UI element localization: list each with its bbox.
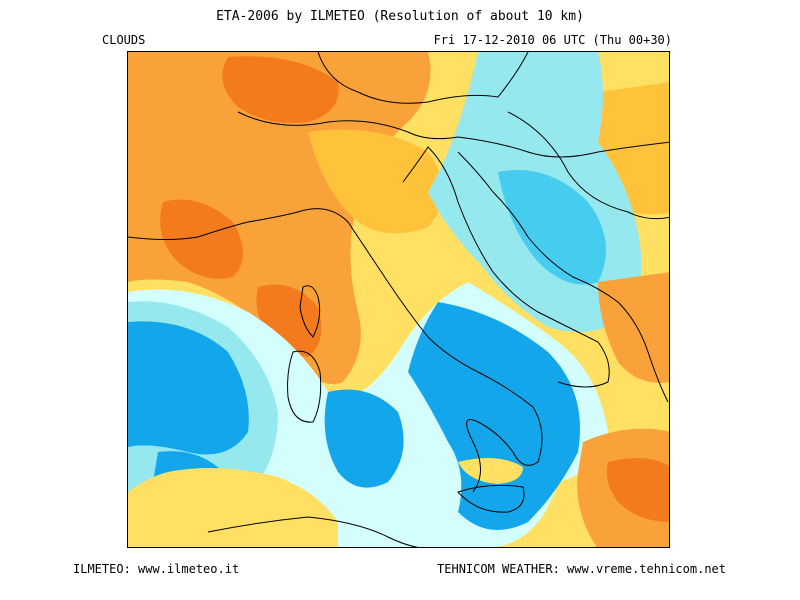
coast-corsica — [299, 285, 321, 338]
field-blue-tyrrhenian — [324, 389, 404, 488]
border-north — [317, 52, 529, 104]
coast-balkans — [457, 151, 669, 403]
field-blue-adriatic — [498, 170, 606, 285]
coast-france-italy — [128, 208, 543, 493]
field-deep-orange-north — [222, 56, 339, 123]
footer-ilmeteo: ILMETEO: www.ilmeteo.it — [73, 562, 240, 576]
coast-sicily — [457, 484, 525, 513]
layer-label: CLOUDS — [102, 33, 146, 47]
field-gold-alps — [308, 129, 443, 234]
field-yellow-sicily — [458, 458, 523, 484]
coast-sardinia — [287, 350, 322, 423]
coast-adriatic-west — [402, 146, 610, 388]
field-blue-west — [128, 321, 249, 455]
map-title: ETA-2006 by ILMETEO (Resolution of about… — [216, 9, 584, 24]
field-deep-orange-west — [160, 199, 243, 279]
valid-time: Fri 17-12-2010 06 UTC (Thu 00+30) — [433, 33, 672, 47]
coast-africa — [207, 516, 419, 547]
coastlines — [128, 52, 669, 547]
border-balkans — [507, 111, 669, 220]
field-yellow-sw — [128, 468, 338, 547]
cloud-cover-map[interactable] — [127, 51, 670, 548]
footer-tehnicom: TEHNICOM WEATHER: www.vreme.tehnicom.net — [437, 562, 726, 576]
field-blue-south-italy — [408, 302, 580, 530]
border-alps — [237, 111, 669, 158]
field-deep-orange-se — [606, 458, 669, 522]
